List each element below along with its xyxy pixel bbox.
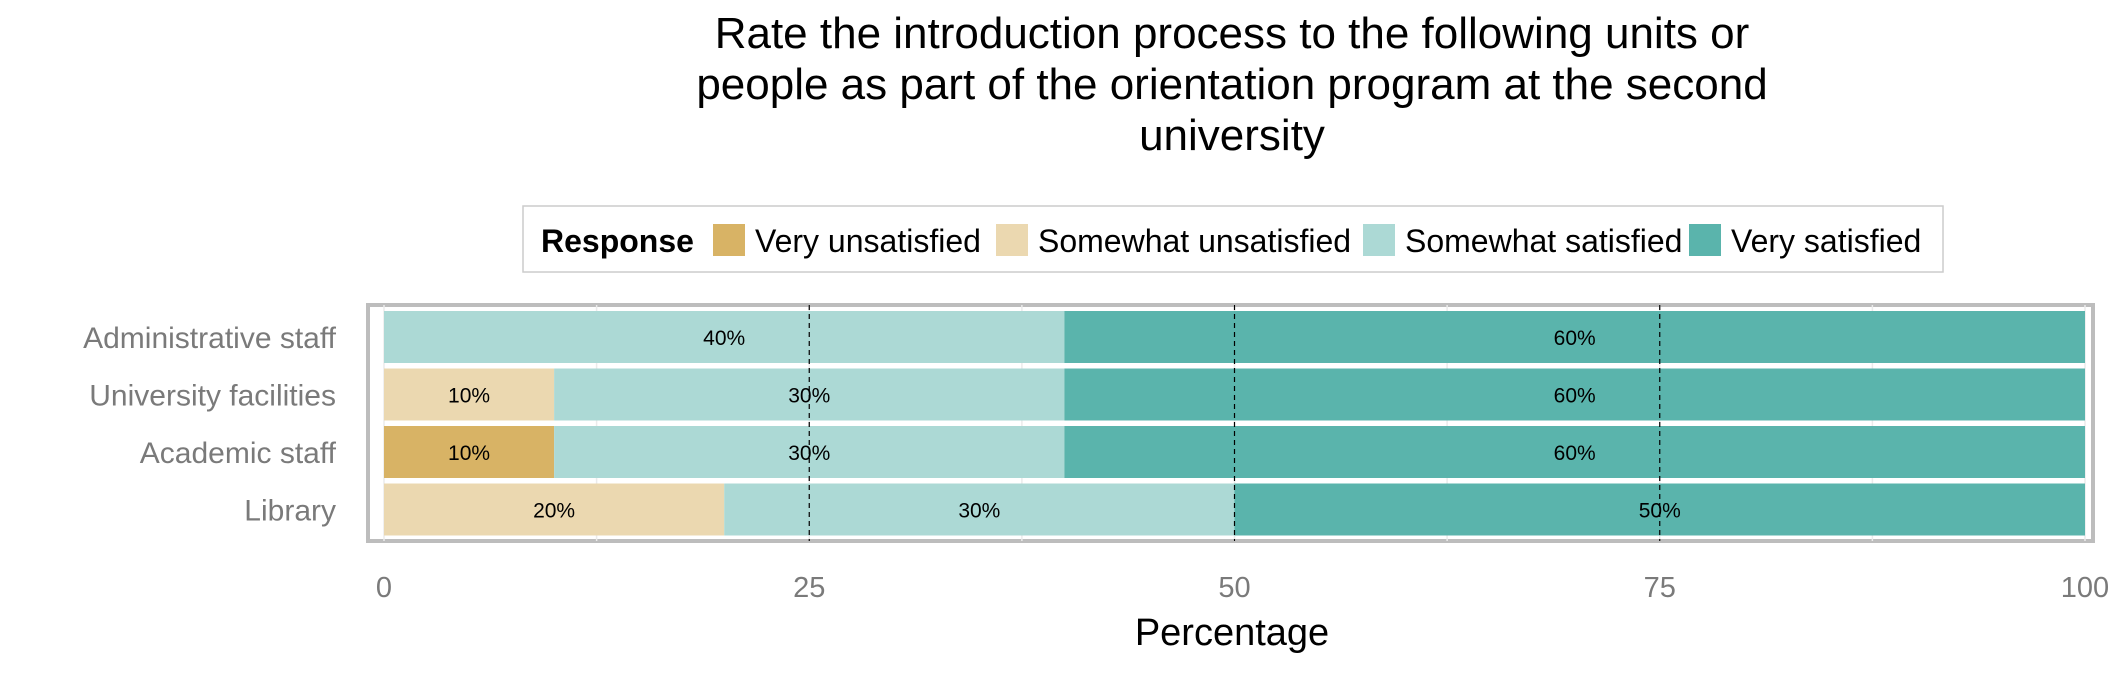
data-label: 10% <box>448 385 490 408</box>
legend-swatch <box>713 224 745 256</box>
bar-segment <box>384 368 555 421</box>
chart-title: Rate the introduction process to the fol… <box>696 9 1767 160</box>
bar-segment <box>1234 483 2085 536</box>
chart-title-line-3: university <box>1139 111 1325 160</box>
category-label: Library <box>244 495 336 528</box>
legend-swatch <box>1363 224 1395 256</box>
data-label: 30% <box>788 442 830 465</box>
data-label: 30% <box>958 500 1000 523</box>
plot-panel-border <box>366 303 2095 543</box>
legend: Response Very unsatisfied Somewhat unsati… <box>522 205 1944 273</box>
legend-swatch <box>996 224 1028 256</box>
legend-label: Somewhat unsatisfied <box>1038 223 1351 259</box>
category-label: Academic staff <box>140 437 337 470</box>
category-label: University facilities <box>89 380 336 413</box>
x-tick-label: 100 <box>2061 572 2109 604</box>
data-label: 60% <box>1554 385 1596 408</box>
data-label: 60% <box>1554 442 1596 465</box>
bar-segment <box>384 426 555 478</box>
data-label: 60% <box>1554 327 1596 350</box>
x-tick-label: 25 <box>793 572 825 604</box>
bar-segment <box>384 483 725 536</box>
data-label: 50% <box>1639 500 1681 523</box>
bar-segment <box>724 483 1235 536</box>
category-label: Administrative staff <box>83 322 337 355</box>
legend-swatch <box>1689 224 1721 256</box>
x-tick-label: 75 <box>1644 572 1676 604</box>
bar-segment <box>384 311 1065 363</box>
legend-title: Response <box>541 223 694 259</box>
legend-label: Very satisfied <box>1731 223 1921 259</box>
legend-label: Somewhat satisfied <box>1405 223 1682 259</box>
chart-title-line-1: Rate the introduction process to the fol… <box>715 9 1750 58</box>
x-axis-label: Percentage <box>1135 612 1329 654</box>
data-label: 40% <box>703 327 745 350</box>
data-label: 20% <box>533 500 575 523</box>
chart-title-line-2: people as part of the orientation progra… <box>696 60 1767 109</box>
data-label: 10% <box>448 442 490 465</box>
x-tick-label: 0 <box>376 572 392 604</box>
plot-area: 40% 60% 10% 30% 60% 10% 30% 60% 20% 30% 50% Admini… <box>83 303 2109 604</box>
x-tick-label: 50 <box>1218 572 1250 604</box>
data-label: 30% <box>788 385 830 408</box>
legend-label: Very unsatisfied <box>755 223 981 259</box>
